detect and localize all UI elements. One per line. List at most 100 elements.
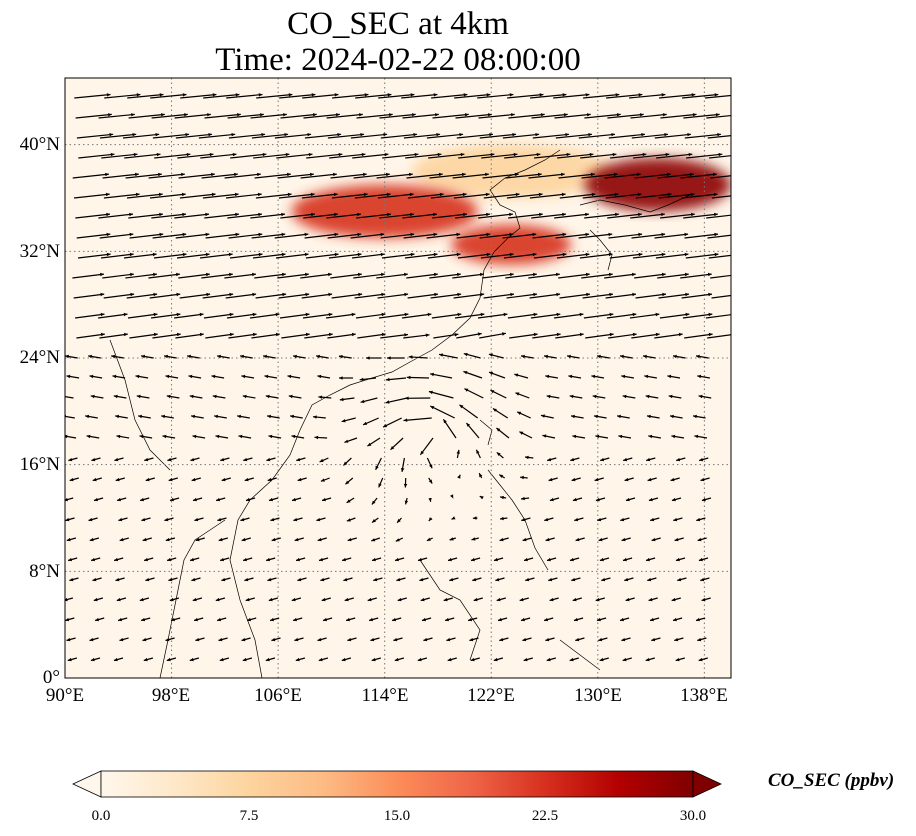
- wind-arrow: [288, 394, 302, 399]
- wind-arrow: [670, 477, 680, 482]
- wind-arrow: [456, 449, 460, 459]
- wind-arrow: [580, 152, 617, 159]
- wind-arrow: [595, 497, 606, 502]
- wind-arrow: [327, 332, 356, 339]
- wind-arrow: [175, 332, 204, 339]
- wind-arrow: [303, 212, 338, 219]
- wind-arrow: [478, 113, 515, 119]
- wind-arrow: [478, 212, 513, 219]
- wind-arrow: [645, 394, 659, 399]
- wind-arrow: [370, 637, 380, 642]
- wind-arrow: [267, 477, 277, 482]
- wind-arrow: [683, 113, 720, 119]
- wind-arrow: [152, 133, 190, 139]
- wind-arrow: [192, 497, 203, 502]
- wind-arrow: [443, 597, 453, 602]
- wind-arrow: [117, 617, 128, 622]
- wind-arrow: [254, 172, 291, 179]
- wind-arrow: [481, 152, 518, 159]
- wind-arrow: [179, 292, 211, 299]
- wind-arrow: [684, 232, 719, 239]
- wind-arrow: [599, 657, 609, 662]
- wind-arrow: [126, 292, 158, 299]
- wind-arrow: [475, 449, 481, 459]
- wind-arrow: [201, 272, 233, 279]
- wind-arrow: [598, 637, 608, 642]
- wind-arrow: [371, 517, 379, 523]
- wind-arrow: [534, 152, 571, 159]
- wind-arrow: [583, 93, 620, 99]
- wind-arrow: [127, 93, 164, 99]
- wind-arrow: [685, 252, 719, 259]
- wind-arrow: [123, 252, 157, 259]
- wind-arrow: [420, 597, 430, 602]
- chart-title-line1: CO_SEC at 4km: [287, 6, 509, 42]
- wind-arrow: [136, 394, 150, 399]
- wind-arrow: [314, 435, 328, 440]
- wind-arrow: [566, 354, 580, 359]
- wind-arrow: [190, 457, 200, 462]
- wind-arrow: [519, 431, 533, 439]
- wind-arrow: [499, 537, 509, 542]
- wind-arrow: [680, 272, 712, 279]
- wind-arrow: [214, 414, 227, 419]
- wind-arrow: [94, 617, 105, 622]
- wind-arrow: [139, 434, 153, 439]
- wind-arrow: [148, 172, 185, 179]
- wind-arrow: [578, 232, 613, 239]
- wind-arrow: [520, 496, 530, 501]
- wind-arrow: [325, 312, 356, 319]
- wind-arrow: [391, 617, 402, 622]
- wind-arrow: [353, 272, 385, 279]
- wind-arrow: [375, 457, 382, 471]
- wind-arrow: [114, 457, 124, 462]
- wind-arrow: [379, 113, 416, 119]
- wind-arrow: [571, 477, 581, 482]
- wind-arrow: [381, 252, 415, 259]
- wind-arrow: [278, 292, 310, 299]
- wind-arrow: [465, 422, 480, 439]
- wind-arrow: [219, 557, 230, 562]
- wind-arrow: [128, 113, 165, 119]
- wind-arrow: [376, 172, 413, 179]
- wind-arrow: [354, 192, 391, 199]
- wind-arrow: [165, 374, 179, 379]
- lat-tick: 8°N: [29, 561, 60, 582]
- wind-arrow: [76, 133, 114, 139]
- wind-arrow: [395, 537, 404, 542]
- wind-arrow: [623, 457, 633, 462]
- wind-arrow: [477, 312, 508, 319]
- wind-arrow: [295, 557, 306, 562]
- wind-arrow: [581, 272, 613, 279]
- wind-arrow: [356, 212, 391, 219]
- wind-arrow: [711, 195, 731, 199]
- wind-arrow: [453, 192, 490, 199]
- wind-arrow: [419, 437, 434, 456]
- wind-arrow: [367, 597, 377, 602]
- colorbar-tick: 15.0: [383, 808, 411, 824]
- wind-arrow: [294, 637, 304, 642]
- wind-arrow: [608, 133, 646, 139]
- wind-arrow: [546, 557, 557, 562]
- wind-arrow: [620, 517, 630, 522]
- coastlines: [109, 149, 691, 678]
- wind-arrow: [268, 597, 279, 602]
- wind-arrow: [549, 597, 559, 602]
- wind-arrow: [226, 312, 257, 319]
- wind-arrow: [496, 427, 510, 439]
- wind-arrow: [225, 292, 257, 299]
- wind-arrow: [66, 637, 76, 642]
- wind-arrow: [317, 374, 331, 379]
- wind-arrow: [557, 152, 594, 159]
- wind-arrow: [73, 292, 105, 299]
- lon-tick: 122°E: [467, 685, 515, 706]
- wind-arrow: [479, 133, 517, 139]
- wind-arrow: [430, 192, 467, 199]
- wind-arrow: [680, 172, 717, 179]
- wind-arrow: [499, 637, 509, 642]
- wind-arrow: [332, 93, 369, 99]
- wind-arrow: [265, 394, 279, 399]
- wind-arrow: [404, 497, 409, 505]
- wind-arrow: [304, 232, 339, 239]
- wind-arrow: [524, 455, 534, 460]
